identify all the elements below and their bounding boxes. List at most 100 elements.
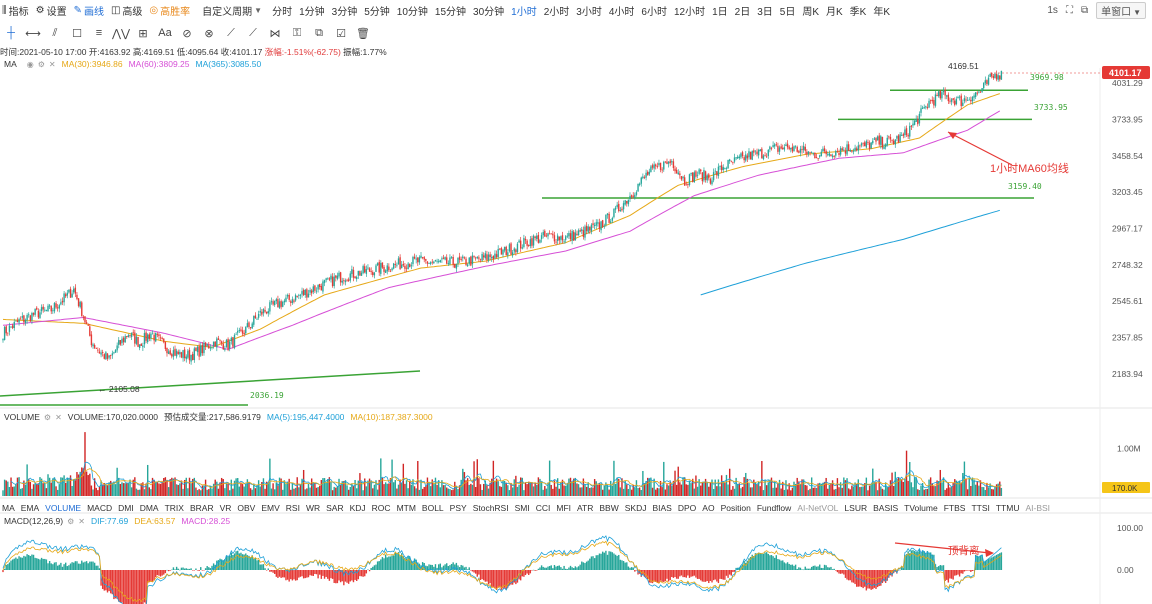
interval-tab[interactable]: 季K (849, 6, 867, 18)
indicator-tab[interactable]: TTSI (971, 503, 990, 513)
indicator-tab[interactable]: AI-NetVOL (797, 503, 839, 513)
lock-icon[interactable]: ⚿ (292, 26, 302, 39)
indicator-tab[interactable]: KDJ (349, 503, 366, 513)
indicator-tab[interactable]: TRIX (164, 503, 184, 513)
indicator-tab[interactable]: ROC (371, 503, 391, 513)
macd-histogram-bar (545, 567, 548, 570)
indicator-tab[interactable]: EMA (20, 503, 40, 513)
interval-tab[interactable]: 3小时 (576, 6, 602, 18)
indicator-tab[interactable]: DPO (677, 503, 697, 513)
eye-icon[interactable]: ⟋ (249, 26, 257, 39)
interval-tab[interactable]: 5分钟 (364, 6, 390, 18)
close-icon[interactable]: ✕ (55, 412, 62, 422)
lock-draw-icon[interactable]: ⊗ (204, 27, 214, 40)
toolbar-gear-button[interactable]: ⚙ 设置 (36, 3, 67, 18)
interval-tab[interactable]: 15分钟 (434, 6, 467, 18)
indicator-tab[interactable]: CCI (535, 503, 551, 513)
indicator-tab[interactable]: SKDJ (624, 503, 647, 513)
indicator-tab[interactable]: VR (219, 503, 232, 513)
fullscreen-icon[interactable]: ⛶ (1065, 5, 1073, 16)
close-icon[interactable]: ✕ (78, 516, 85, 526)
indicator-tab[interactable]: BIAS (652, 503, 672, 513)
wave-icon[interactable]: ⋀⋁ (111, 27, 131, 40)
interval-tab[interactable]: 1小时 (511, 6, 537, 18)
indicator-tab[interactable]: Fundflow (756, 503, 792, 513)
refresh-speed[interactable]: 1s (1047, 5, 1058, 16)
screenshot-icon[interactable]: ⧉ (1080, 5, 1089, 16)
indicator-tab[interactable]: ATR (577, 503, 594, 513)
trash-icon[interactable]: 🗑 (356, 27, 370, 40)
parallel-icon[interactable]: ⫽ (52, 26, 58, 39)
measure-icon[interactable]: ⊞ (138, 27, 148, 40)
interval-tab[interactable]: 6小时 (641, 6, 667, 18)
gear-icon[interactable]: ⚙ (37, 59, 45, 69)
indicator-tab[interactable]: Position (720, 503, 751, 513)
indicator-tab[interactable]: MA (2, 503, 15, 513)
interval-tab[interactable]: 分时 (272, 6, 293, 18)
rectangle-icon[interactable]: ☐ (72, 27, 82, 40)
indicator-tab[interactable]: PSY (449, 503, 467, 513)
pattern-icon[interactable]: ⋈ (269, 27, 281, 40)
toolbar-winrate-button[interactable]: ◎ 高胜率 (149, 3, 190, 18)
indicator-tab[interactable]: SMI (514, 503, 530, 513)
interval-tab[interactable]: 10分钟 (396, 6, 428, 18)
magnet-icon[interactable]: ⊘ (182, 27, 192, 40)
indicator-tab[interactable]: EMV (261, 503, 280, 513)
eye-icon[interactable]: ◉ (26, 59, 34, 69)
indicator-tab[interactable]: LSUR (844, 503, 868, 513)
indicator-tab[interactable]: DMI (118, 503, 134, 513)
macd-histogram-bar (576, 567, 578, 570)
segment-icon[interactable]: ⟷ (25, 27, 41, 40)
indicator-tab[interactable]: RSI (285, 503, 300, 513)
indicator-tab[interactable]: VOLUME (45, 503, 82, 513)
interval-tab[interactable]: 4小时 (608, 6, 635, 18)
fib-icon[interactable]: ≡ (95, 27, 103, 39)
candle-body (1000, 70, 1003, 80)
indicator-tab[interactable]: BASIS (873, 503, 899, 513)
indicator-tab[interactable]: FTBS (943, 503, 966, 513)
interval-tab[interactable]: 3日 (757, 6, 773, 18)
window-mode-dropdown[interactable]: 单窗口 ▼ (1096, 2, 1146, 19)
template-icon[interactable]: ☑ (336, 27, 346, 40)
toolbar-indicator-button[interactable]: ⫼ 指标 (2, 3, 29, 18)
indicator-tab[interactable]: AO (702, 503, 715, 513)
indicator-tab[interactable]: OBV (237, 503, 256, 513)
indicator-tab[interactable]: AI-BSI (1025, 503, 1051, 513)
candle-body (60, 302, 62, 305)
interval-tab[interactable]: 年K (873, 6, 891, 18)
indicator-tab[interactable]: BBW (599, 503, 619, 513)
interval-tab[interactable]: 3分钟 (331, 6, 358, 18)
interval-tab[interactable]: 1日 (712, 6, 728, 18)
interval-tab[interactable]: 5日 (779, 6, 796, 18)
interval-tab[interactable]: 周K (802, 6, 819, 18)
indicator-tab[interactable]: TTMU (995, 503, 1020, 513)
gear-icon[interactable]: ⚙ (67, 516, 75, 526)
indicator-tab[interactable]: MTM (396, 503, 416, 513)
brush-icon[interactable]: ⟋ (227, 26, 235, 39)
indicator-tab[interactable]: MACD (87, 503, 113, 513)
crosshair-icon[interactable]: ┼ (7, 27, 15, 39)
interval-tab[interactable]: 月K (826, 6, 843, 18)
text-icon[interactable]: Aa (158, 27, 172, 39)
toolbar-briefcase-button[interactable]: ◫ 高级 (111, 3, 142, 18)
toolbar-pen-button[interactable]: ✎ 画线 (74, 3, 104, 18)
interval-tab[interactable]: 1分钟 (299, 6, 325, 18)
indicator-tab[interactable]: DMA (139, 503, 159, 513)
indicator-tab[interactable]: TVolume (904, 503, 938, 513)
indicator-tab[interactable]: SAR (326, 503, 344, 513)
close-icon[interactable]: ✕ (48, 59, 56, 69)
gear-icon[interactable]: ⚙ (43, 412, 52, 422)
interval-tab[interactable]: 30分钟 (473, 6, 505, 18)
indicator-tab[interactable]: StochRSI (472, 503, 509, 513)
indicator-tab[interactable]: BOLL (421, 503, 444, 513)
indicator-tab[interactable]: WR (305, 503, 321, 513)
indicator-tab[interactable]: MFI (556, 503, 571, 513)
interval-tab[interactable]: 12小时 (673, 6, 706, 18)
volume-bar (286, 481, 289, 496)
copy-icon[interactable]: ⧉ (315, 26, 323, 39)
indicator-tab[interactable]: BRAR (189, 503, 214, 513)
interval-tab[interactable]: 2日 (734, 6, 751, 18)
interval-tab[interactable]: 2小时 (543, 6, 570, 18)
custom-period-dropdown[interactable]: 自定义周期 ▼ (202, 3, 262, 18)
